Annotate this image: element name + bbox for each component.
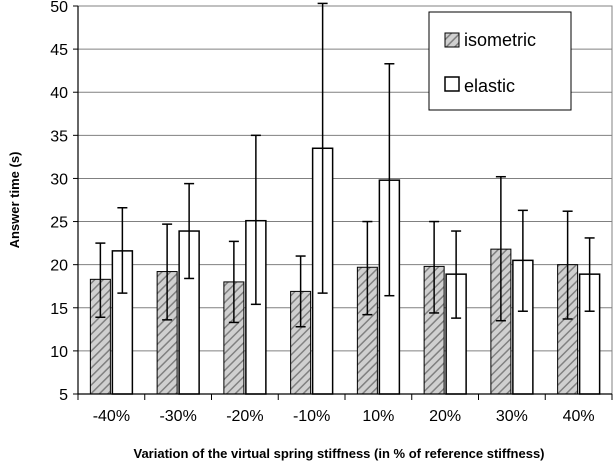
x-tick-label: -10% (293, 408, 330, 425)
x-tick-label: 10% (362, 408, 394, 425)
legend-label-elastic: elastic (464, 76, 515, 96)
legend-box (428, 11, 572, 111)
y-tick-label: 50 (50, 0, 68, 16)
error-bars (95, 2, 595, 328)
bars (89, 147, 601, 395)
x-tick-label: 20% (429, 408, 461, 425)
axes (73, 5, 613, 400)
y-tick-label: 20 (50, 258, 68, 275)
y-tick-label: 15 (50, 301, 68, 318)
y-tick-labels: 5 10 15 20 25 30 35 40 45 50 (50, 0, 68, 404)
y-tick-label: 25 (50, 215, 68, 232)
y-tick-label: 35 (50, 128, 68, 145)
x-tick-label: -40% (93, 408, 130, 425)
y-tick-label: 40 (50, 85, 68, 102)
y-axis-title: Answer time (s) (7, 152, 22, 249)
legend-swatch-elastic (444, 76, 460, 92)
x-tick-label: 40% (563, 408, 595, 425)
y-tick-label: 30 (50, 171, 68, 188)
legend-label-isometric: isometric (464, 30, 536, 50)
x-tick-label: 30% (496, 408, 528, 425)
legend-swatch-isometric (444, 32, 460, 48)
x-tick-label: -30% (159, 408, 196, 425)
legend: isometric elastic (428, 11, 572, 111)
y-tick-label: 45 (50, 42, 68, 59)
y-tick-label: 5 (59, 387, 68, 404)
x-tick-labels: -40% -30% -20% -10% 10% 20% 30% 40% (93, 408, 595, 425)
x-tick-label: -20% (226, 408, 263, 425)
y-tick-label: 10 (50, 344, 68, 361)
x-axis-title: Variation of the virtual spring stiffnes… (133, 446, 544, 461)
